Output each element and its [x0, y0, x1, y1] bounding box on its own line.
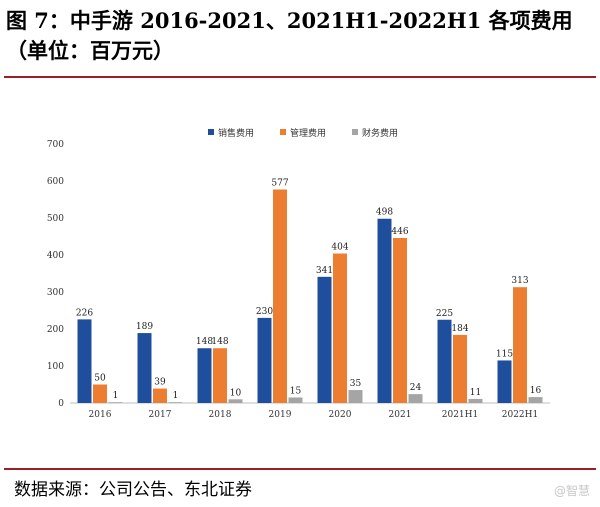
data-label: 50 — [94, 374, 106, 384]
data-label: 1 — [173, 391, 179, 401]
bar — [288, 397, 303, 403]
bar — [108, 402, 123, 403]
data-label: 226 — [76, 308, 93, 318]
x-tick-label: 2022H1 — [502, 410, 538, 420]
x-tick-label: 2019 — [269, 410, 292, 420]
legend-swatch — [352, 129, 358, 135]
data-label: 446 — [391, 227, 408, 237]
y-tick-label: 700 — [47, 140, 64, 150]
x-tick-label: 2020 — [329, 410, 352, 420]
data-label: 35 — [350, 379, 362, 389]
bar — [153, 388, 167, 403]
data-label: 39 — [154, 378, 166, 388]
bar — [93, 384, 107, 403]
data-label: 189 — [136, 322, 153, 332]
bar — [333, 253, 347, 403]
data-label: 404 — [331, 243, 348, 253]
bar — [513, 287, 527, 403]
data-label: 10 — [230, 388, 242, 398]
bar-chart: 0100200300400500600700226501201618939120… — [47, 127, 550, 420]
y-tick-label: 0 — [58, 399, 64, 409]
bar — [213, 348, 227, 403]
data-label: 230 — [256, 307, 273, 317]
data-label: 148 — [196, 337, 213, 347]
bar — [497, 360, 512, 403]
y-tick-label: 500 — [47, 214, 64, 224]
y-tick-label: 600 — [47, 177, 64, 187]
data-label: 148 — [211, 337, 228, 347]
bar — [528, 397, 543, 403]
data-label: 24 — [410, 383, 422, 393]
data-label: 1 — [113, 391, 119, 401]
data-label: 11 — [470, 388, 481, 398]
x-tick-label: 2016 — [89, 410, 112, 420]
figure-title: 图 7：中手游 2016-2021、2021H1-2022H1 各项费用 （单位… — [6, 6, 596, 66]
figure-title-line1: 图 7：中手游 2016-2021、2021H1-2022H1 各项费用 — [6, 8, 573, 33]
bar — [228, 399, 243, 403]
y-tick-label: 200 — [47, 325, 64, 335]
bar — [273, 189, 287, 403]
bar — [77, 319, 92, 403]
bar — [348, 390, 363, 403]
y-tick-label: 100 — [47, 362, 64, 372]
data-label: 313 — [511, 276, 528, 286]
x-tick-label: 2017 — [149, 410, 172, 420]
source-divider — [4, 468, 596, 470]
bar — [468, 398, 483, 403]
bar — [317, 276, 332, 403]
legend-label: 财务费用 — [362, 127, 398, 139]
bar — [393, 237, 407, 403]
x-tick-label: 2021H1 — [442, 410, 478, 420]
bar — [408, 394, 423, 403]
y-tick-label: 300 — [47, 288, 64, 298]
data-label: 15 — [290, 386, 302, 396]
y-tick-label: 400 — [47, 251, 64, 261]
watermark: @智慧 — [553, 484, 590, 498]
data-label: 115 — [496, 349, 513, 359]
bar — [453, 334, 467, 403]
legend-label: 销售费用 — [218, 127, 254, 139]
data-label: 184 — [451, 324, 468, 334]
x-tick-label: 2021 — [389, 410, 412, 420]
data-label: 577 — [271, 179, 288, 189]
data-label: 341 — [316, 266, 333, 276]
data-label: 498 — [376, 208, 393, 218]
bar — [197, 348, 212, 403]
bar — [437, 319, 452, 403]
legend-swatch — [280, 129, 286, 135]
bar — [377, 218, 392, 403]
bar — [137, 333, 152, 403]
bar — [168, 402, 183, 403]
legend-swatch — [208, 129, 214, 135]
title-divider — [4, 76, 596, 78]
legend-label: 管理费用 — [290, 127, 326, 139]
figure-title-line2: （单位：百万元） — [6, 38, 174, 63]
data-label: 16 — [530, 386, 542, 396]
source-note: 数据来源：公司公告、东北证券 — [14, 480, 252, 500]
x-tick-label: 2018 — [209, 410, 232, 420]
data-label: 225 — [436, 309, 453, 319]
bar — [257, 317, 272, 403]
